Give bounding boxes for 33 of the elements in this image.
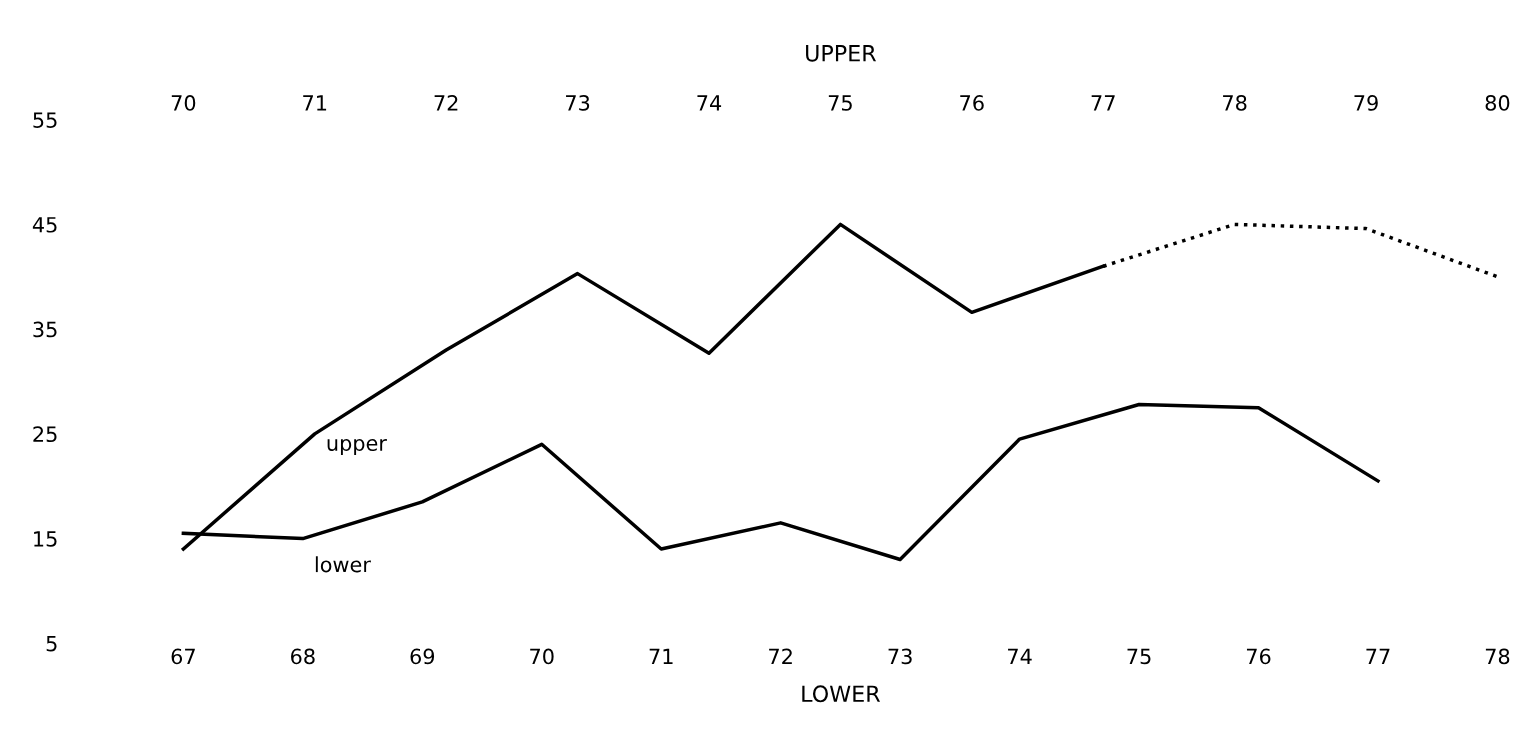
- x2-tick-label: 74: [697, 95, 722, 111]
- x2-tick-label: 77: [1091, 95, 1115, 111]
- x-tick-label: 76: [1246, 648, 1271, 665]
- y-tick-label: 35: [33, 321, 57, 338]
- y-tick-label: 5: [46, 636, 57, 652]
- x2-tick-label: 70: [171, 95, 196, 111]
- y-tick-label: 45: [32, 217, 57, 233]
- x-tick-label: 78: [1485, 648, 1510, 665]
- x2-tick-label: 72: [434, 95, 458, 111]
- x-tick-label: 70: [530, 648, 554, 665]
- x-tick-label: 69: [410, 648, 435, 665]
- x-tick-label: 71: [649, 648, 673, 664]
- x2-tick-label: 71: [303, 95, 327, 111]
- x-axis-title: LOWER: [802, 685, 881, 703]
- x-tick-label: 75: [1127, 648, 1151, 665]
- x-tick-label: 73: [888, 648, 912, 665]
- y-tick-label: 55: [33, 112, 57, 128]
- x-tick-label: 68: [291, 648, 315, 665]
- x2-tick-label: 79: [1354, 95, 1378, 111]
- x2-tick-label: 73: [566, 95, 590, 111]
- x2-axis-title: UPPER: [806, 45, 877, 62]
- x-tick-label: 72: [769, 648, 792, 664]
- x-tick-label: 67: [171, 648, 195, 665]
- y-tick-label: 25: [33, 426, 57, 443]
- x-tick-label: 74: [1008, 648, 1032, 664]
- x-tick-label: 77: [1366, 648, 1390, 664]
- series-label: upper: [327, 439, 387, 456]
- x2-tick-label: 78: [1223, 95, 1247, 111]
- x2-tick-label: 75: [828, 95, 852, 111]
- series-label: lower: [315, 556, 371, 573]
- y-tick-label: 15: [34, 531, 57, 547]
- x2-tick-label: 80: [1485, 95, 1510, 111]
- x2-tick-label: 76: [960, 95, 984, 111]
